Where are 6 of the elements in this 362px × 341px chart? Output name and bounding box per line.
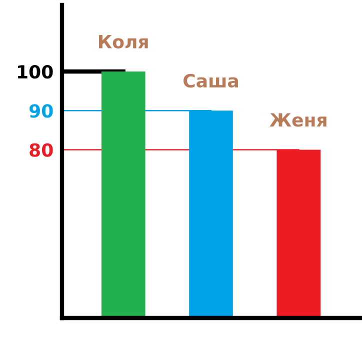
y-tick-label: 90	[29, 104, 53, 118]
x-tick-label: Саша	[184, 74, 238, 88]
x-tick-label: Коля	[99, 35, 148, 48]
x-tick-label: Женя	[270, 113, 326, 127]
y-tick-label: 100	[18, 64, 53, 79]
y-tick-label: 80	[30, 143, 53, 157]
